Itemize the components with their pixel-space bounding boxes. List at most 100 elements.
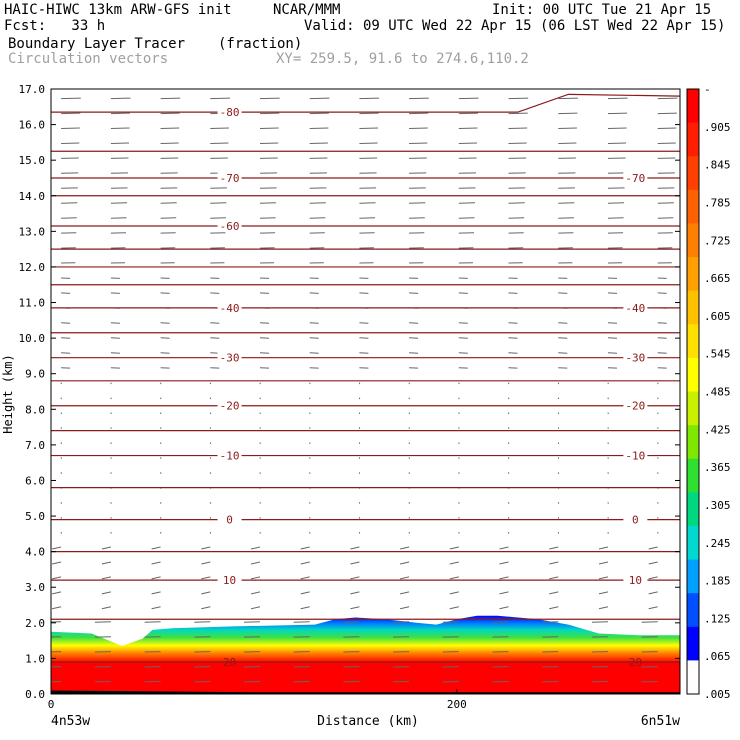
- wind-vector: [499, 546, 509, 550]
- x-tick-label: 200: [447, 698, 467, 711]
- wind-vector: [607, 142, 627, 144]
- wind-vector: [350, 546, 360, 550]
- wind-vector: [657, 352, 667, 354]
- colorbar-segment: [687, 122, 699, 157]
- isotherm-label-bg: [217, 513, 242, 526]
- colorbar-segment: [687, 290, 699, 325]
- y-tick-label: 12.0: [19, 261, 46, 274]
- wind-vector: [101, 591, 112, 595]
- wind-vector: [598, 546, 609, 550]
- wind-vector: [607, 97, 628, 100]
- wind-vector: [309, 112, 329, 115]
- wind-vector: [409, 127, 428, 129]
- wind-vector: [607, 292, 618, 294]
- wind-vector: [309, 322, 319, 324]
- wind-vector: [399, 606, 410, 610]
- circulation-vectors: [51, 97, 678, 683]
- wind-vector: [160, 112, 180, 115]
- colorbar-segment: [687, 189, 699, 224]
- isotherm-label-bg: [217, 351, 242, 364]
- wind-vector: [300, 546, 310, 550]
- wind-vector: [598, 591, 609, 595]
- wind-vector: [300, 606, 310, 610]
- wind-vector: [549, 546, 559, 550]
- isotherm-label: 10: [223, 574, 236, 587]
- y-tick-label: 9.0: [25, 368, 45, 381]
- wind-vector: [300, 591, 310, 595]
- wind-vector: [350, 576, 360, 580]
- wind-vector: [151, 561, 161, 565]
- wind-vector: [648, 561, 658, 565]
- isotherm-label: -40: [220, 302, 240, 315]
- colorbar-label: .185: [704, 575, 731, 588]
- wind-vector: [160, 97, 181, 100]
- wind-vector: [151, 546, 161, 550]
- colorbar-label: .905: [704, 121, 731, 134]
- wind-vector: [399, 546, 410, 550]
- colorbar-label: .725: [704, 234, 731, 247]
- wind-vector: [458, 322, 468, 324]
- y-tick-label: 4.0: [25, 546, 45, 559]
- vectors-label: Circulation vectors: [8, 51, 169, 67]
- wind-vector: [607, 322, 618, 324]
- wind-vector: [160, 292, 170, 294]
- wind-vector: [449, 591, 459, 595]
- isotherm-label-bg: [217, 574, 242, 587]
- isotherm-label-bg: [623, 301, 648, 314]
- wind-vector: [101, 576, 112, 580]
- colorbar-frame: [686, 88, 700, 695]
- wind-vector: [250, 546, 261, 550]
- field-name: Boundary Layer Tracer: [8, 36, 186, 52]
- colorbar-label: .545: [704, 348, 731, 361]
- wind-vector: [51, 576, 62, 580]
- colorbar-label: .365: [704, 461, 731, 474]
- wind-vector: [160, 352, 170, 354]
- wind-vector: [549, 576, 559, 580]
- wind-vector: [210, 97, 231, 100]
- wind-vector: [300, 561, 310, 565]
- colorbar-segment: [687, 156, 699, 191]
- terrain-surface: [51, 690, 680, 694]
- isotherm-label-bg: [623, 171, 648, 184]
- wind-vector: [259, 127, 279, 129]
- y-tick-label: 16.0: [19, 119, 46, 132]
- wind-vector: [607, 127, 627, 129]
- wind-vector: [558, 127, 577, 129]
- isotherm-label: 20: [223, 656, 236, 669]
- colorbar-segment: [687, 425, 699, 460]
- wind-vector: [259, 292, 270, 294]
- y-tick-label: 7.0: [25, 439, 45, 452]
- wind-vector: [657, 127, 677, 129]
- wind-vector: [657, 112, 677, 115]
- wind-vector: [51, 546, 62, 550]
- wind-vector: [558, 292, 568, 294]
- wind-vector: [409, 97, 429, 100]
- wind-vector: [210, 322, 220, 324]
- colorbar-segment: [687, 89, 699, 124]
- colorbar-segment: [687, 525, 699, 561]
- y-tick-label: 6.0: [25, 474, 45, 487]
- wind-vector: [61, 97, 81, 100]
- wind-vector: [210, 142, 229, 144]
- isotherm-label-bg: [623, 351, 648, 364]
- wind-vector: [499, 591, 509, 595]
- colorbar-segment: [687, 559, 699, 594]
- y-tick-label: 5.0: [25, 510, 45, 523]
- wind-vector: [110, 142, 130, 144]
- colorbar-label: .845: [704, 159, 731, 172]
- wind-vector: [657, 142, 676, 144]
- isotherm-line: [51, 93, 680, 113]
- y-tick-label: 8.0: [25, 403, 45, 416]
- x-axis-label: Distance (km): [317, 714, 419, 729]
- wind-vector: [449, 561, 459, 565]
- wind-vector: [657, 292, 667, 294]
- isotherm-label: -20: [220, 400, 240, 413]
- y-tick-label: 17.0: [19, 83, 46, 96]
- y-tick-label: 0.0: [25, 688, 45, 701]
- wind-vector: [508, 352, 518, 354]
- wind-vector: [151, 606, 161, 610]
- wind-vector: [151, 576, 161, 580]
- isotherm-lines: [51, 93, 680, 663]
- wind-vector: [458, 127, 478, 129]
- plot-frame: [50, 88, 681, 695]
